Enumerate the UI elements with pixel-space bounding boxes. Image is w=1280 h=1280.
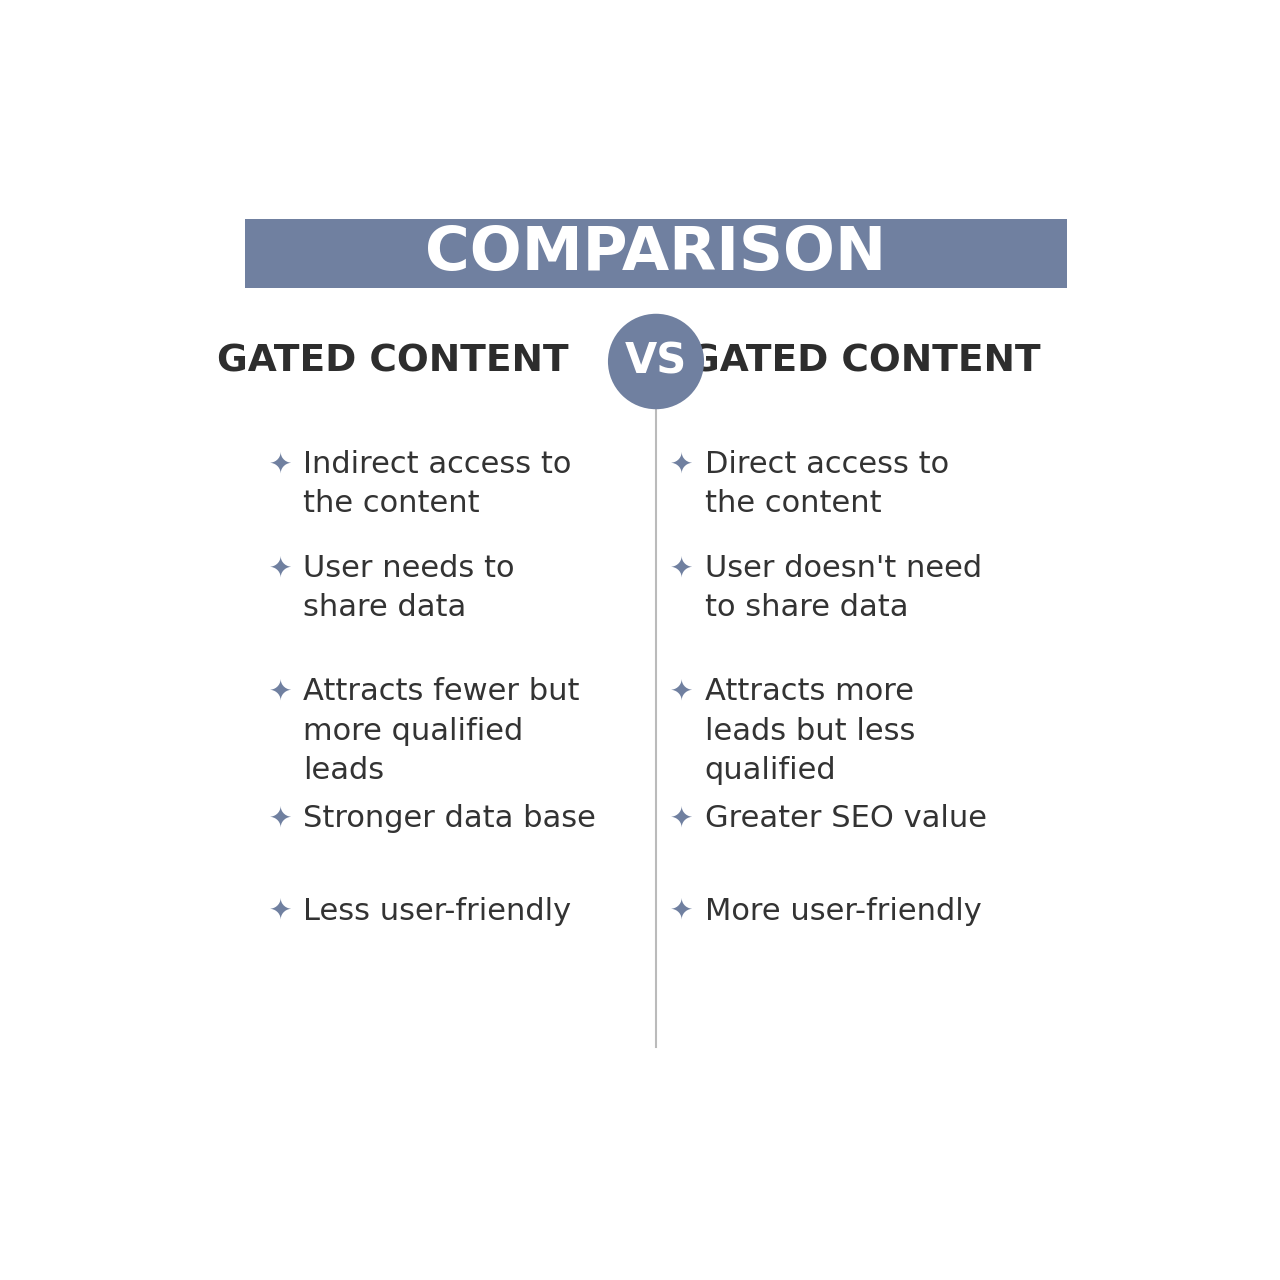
Text: ✦: ✦: [269, 677, 292, 705]
Text: User doesn't need
to share data: User doesn't need to share data: [705, 554, 982, 622]
Text: ✦: ✦: [669, 804, 694, 832]
Text: ✦: ✦: [669, 451, 694, 477]
Text: User needs to
share data: User needs to share data: [303, 554, 515, 622]
Text: UNGATED CONTENT: UNGATED CONTENT: [627, 343, 1041, 379]
Text: More user-friendly: More user-friendly: [705, 897, 982, 925]
Text: GATED CONTENT: GATED CONTENT: [216, 343, 568, 379]
Text: COMPARISON: COMPARISON: [425, 224, 887, 283]
Text: Less user-friendly: Less user-friendly: [303, 897, 571, 925]
FancyBboxPatch shape: [246, 219, 1066, 288]
Text: ✦: ✦: [269, 451, 292, 477]
Circle shape: [608, 314, 704, 410]
Text: ✦: ✦: [669, 897, 694, 924]
Text: Greater SEO value: Greater SEO value: [705, 804, 987, 833]
Text: VS: VS: [625, 340, 687, 383]
Text: Attracts more
leads but less
qualified: Attracts more leads but less qualified: [705, 677, 915, 785]
Text: ✦: ✦: [269, 804, 292, 832]
Text: ✦: ✦: [669, 677, 694, 705]
Text: Direct access to
the content: Direct access to the content: [705, 451, 948, 518]
Text: Indirect access to
the content: Indirect access to the content: [303, 451, 572, 518]
Text: Stronger data base: Stronger data base: [303, 804, 596, 833]
Text: ✦: ✦: [269, 554, 292, 582]
Text: ✦: ✦: [669, 554, 694, 582]
Text: Attracts fewer but
more qualified
leads: Attracts fewer but more qualified leads: [303, 677, 580, 785]
Text: ✦: ✦: [269, 897, 292, 924]
